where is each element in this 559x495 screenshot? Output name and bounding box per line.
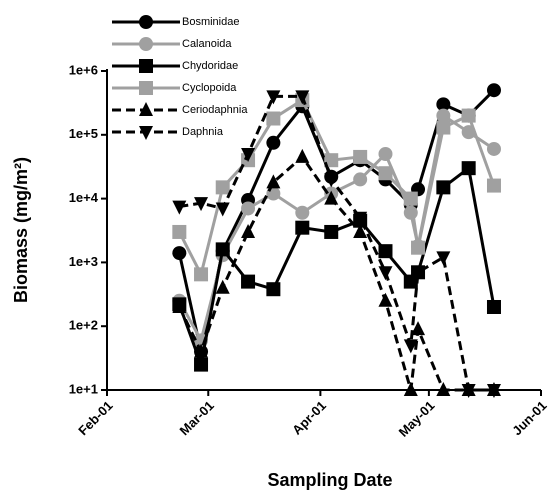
series-line xyxy=(177,154,494,392)
legend-marker xyxy=(139,81,153,95)
point xyxy=(194,197,209,212)
point xyxy=(486,141,501,156)
point xyxy=(324,224,339,239)
legend-label: Cyclopoida xyxy=(182,82,237,94)
point xyxy=(172,200,187,215)
legend-label: Bosminidae xyxy=(182,16,239,28)
point xyxy=(436,108,451,123)
point xyxy=(403,382,418,396)
point xyxy=(411,240,426,255)
point xyxy=(172,246,187,261)
point xyxy=(324,153,339,168)
legend-marker xyxy=(139,102,153,116)
point xyxy=(215,279,230,294)
point xyxy=(436,180,451,195)
point xyxy=(194,357,209,372)
point xyxy=(266,111,281,126)
point xyxy=(486,299,501,314)
series-line xyxy=(179,94,494,392)
point xyxy=(436,382,451,396)
point xyxy=(194,343,209,358)
point xyxy=(411,321,426,336)
point xyxy=(215,202,230,217)
point xyxy=(403,191,418,206)
point xyxy=(172,224,187,239)
point xyxy=(461,108,476,123)
x-tick-label: May-01 xyxy=(396,398,438,440)
legend-marker xyxy=(139,59,153,73)
point xyxy=(324,190,339,205)
y-axis-title: Biomass (mg/m²) xyxy=(11,157,31,303)
x-axis-title: Sampling Date xyxy=(267,470,392,490)
point xyxy=(241,148,256,163)
point xyxy=(215,242,230,257)
point xyxy=(266,90,281,105)
point xyxy=(436,251,451,266)
point xyxy=(215,180,230,195)
point xyxy=(266,282,281,297)
point xyxy=(194,267,209,282)
x-tick-label: Jun-01 xyxy=(509,398,549,438)
legend-label: Chydoridae xyxy=(182,60,238,72)
point xyxy=(266,174,281,189)
y-tick-label: 1e+6 xyxy=(69,62,98,77)
x-tick-label: Apr-01 xyxy=(289,398,329,438)
point xyxy=(324,173,339,188)
y-tick-label: 1e+1 xyxy=(69,381,98,396)
point xyxy=(411,266,426,281)
y-tick-label: 1e+5 xyxy=(69,126,98,141)
point xyxy=(436,120,451,135)
point xyxy=(486,83,501,98)
point xyxy=(353,149,368,164)
legend-marker xyxy=(139,15,153,29)
point xyxy=(461,384,476,398)
point xyxy=(266,135,281,150)
point xyxy=(353,211,368,226)
point xyxy=(486,178,501,193)
point xyxy=(378,147,393,162)
point xyxy=(378,166,393,181)
legend-label: Daphnia xyxy=(182,126,224,138)
point xyxy=(461,161,476,176)
x-tick-label: Mar-01 xyxy=(177,398,217,438)
point xyxy=(353,172,368,187)
y-tick-label: 1e+4 xyxy=(69,190,99,205)
legend-marker xyxy=(139,37,153,51)
point xyxy=(241,223,256,238)
legend-marker xyxy=(139,126,153,140)
point xyxy=(295,90,310,105)
x-tick-label: Feb-01 xyxy=(75,398,115,438)
point xyxy=(295,148,310,163)
point xyxy=(378,244,393,259)
point xyxy=(295,220,310,235)
point xyxy=(403,339,418,354)
point xyxy=(172,298,187,313)
point xyxy=(486,384,501,398)
point xyxy=(436,97,451,112)
legend-label: Ceriodaphnia xyxy=(182,104,248,116)
point xyxy=(295,205,310,220)
legend-label: Calanoida xyxy=(182,38,232,50)
y-tick-label: 1e+2 xyxy=(69,318,98,333)
point xyxy=(353,223,368,238)
y-tick-label: 1e+3 xyxy=(69,254,98,269)
point xyxy=(378,266,393,281)
point xyxy=(378,292,393,307)
point xyxy=(241,274,256,289)
point xyxy=(241,201,256,216)
